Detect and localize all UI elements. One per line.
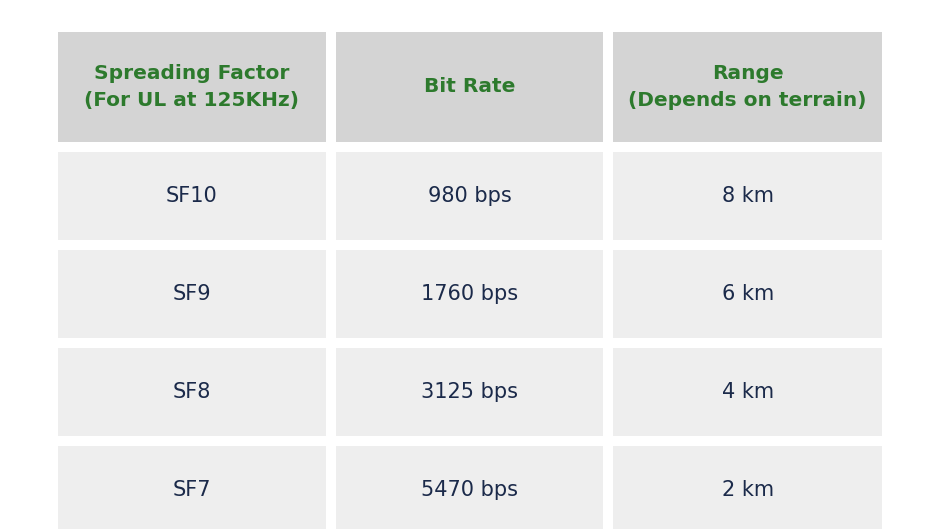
Text: 1760 bps: 1760 bps [421, 284, 518, 304]
Bar [336, 348, 603, 436]
Text: 8 km: 8 km [722, 186, 774, 206]
Text: Range
(Depends on terrain): Range (Depends on terrain) [629, 64, 867, 110]
Bar [58, 446, 326, 529]
Bar [336, 250, 603, 338]
Bar [58, 348, 326, 436]
Text: SF9: SF9 [173, 284, 212, 304]
Text: 2 km: 2 km [722, 480, 774, 500]
Bar [336, 446, 603, 529]
Bar [614, 32, 882, 142]
Bar [614, 348, 882, 436]
Text: SF8: SF8 [173, 382, 212, 402]
Bar [58, 152, 326, 240]
Text: 980 bps: 980 bps [428, 186, 511, 206]
Bar [614, 152, 882, 240]
Bar [614, 446, 882, 529]
Text: SF10: SF10 [166, 186, 218, 206]
Bar [58, 32, 326, 142]
Text: Bit Rate: Bit Rate [424, 78, 515, 96]
Bar [336, 32, 603, 142]
Text: 5470 bps: 5470 bps [421, 480, 518, 500]
Bar [58, 250, 326, 338]
Bar [336, 152, 603, 240]
Text: 4 km: 4 km [722, 382, 774, 402]
Text: 3125 bps: 3125 bps [421, 382, 518, 402]
Text: SF7: SF7 [173, 480, 212, 500]
Text: 6 km: 6 km [722, 284, 774, 304]
Text: Spreading Factor
(For UL at 125KHz): Spreading Factor (For UL at 125KHz) [85, 64, 299, 110]
Bar [614, 250, 882, 338]
